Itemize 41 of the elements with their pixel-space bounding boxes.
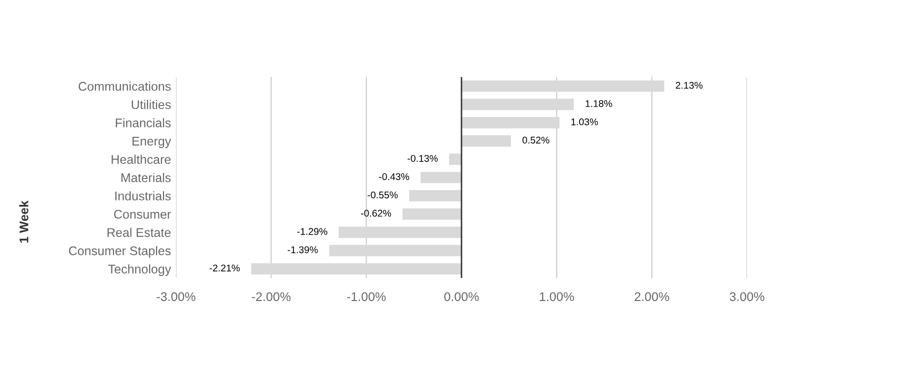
data-label: -0.13% [408, 154, 438, 162]
data-label: -2.21% [210, 264, 240, 272]
data-label: -1.39% [288, 246, 318, 254]
y-tick-label: Communications [78, 82, 171, 91]
data-label: -0.55% [368, 192, 398, 198]
x-tick-label: 0.00% [444, 292, 479, 302]
bar [462, 98, 574, 110]
x-tick-label: -2.00% [252, 292, 291, 302]
data-label: -0.62% [361, 210, 392, 217]
x-tick-label: -3.00% [156, 292, 196, 302]
data-label: 1.03% [571, 118, 598, 126]
data-label: 1.18% [586, 100, 612, 108]
y-tick-label: Healthcare [112, 154, 171, 164]
bar [409, 190, 462, 202]
bar [462, 80, 664, 92]
y-tick-label: Energy [132, 136, 172, 148]
y-tick-label: Utilities [132, 100, 171, 110]
bar [462, 117, 560, 128]
y-tick-label: Financials [116, 118, 171, 128]
x-tick-label: 3.00% [730, 292, 764, 302]
data-label: 2.13% [676, 82, 703, 89]
y-tick-label: Materials [121, 172, 171, 182]
x-tick-label: 1.00% [540, 292, 574, 302]
data-label: -1.29% [297, 228, 328, 235]
bar [338, 226, 462, 238]
y-tick-label: Technology [108, 264, 172, 276]
bar [251, 263, 462, 275]
y-tick-label: Consumer [114, 210, 171, 219]
y-tick-label: Real Estate [108, 228, 171, 237]
bar [329, 244, 462, 256]
bar [420, 172, 462, 184]
x-tick-label: -1.00% [347, 292, 386, 302]
bar [462, 135, 511, 147]
y-tick-label: Consumer Staples [68, 246, 171, 258]
x-tick-label: 2.00% [634, 292, 670, 302]
data-label: -0.43% [379, 173, 410, 180]
data-label: 0.52% [522, 136, 550, 144]
y-axis-title: 1 Week [19, 200, 28, 243]
bar [449, 154, 462, 165]
y-tick-label: Industrials [115, 191, 171, 200]
bar [402, 208, 462, 220]
